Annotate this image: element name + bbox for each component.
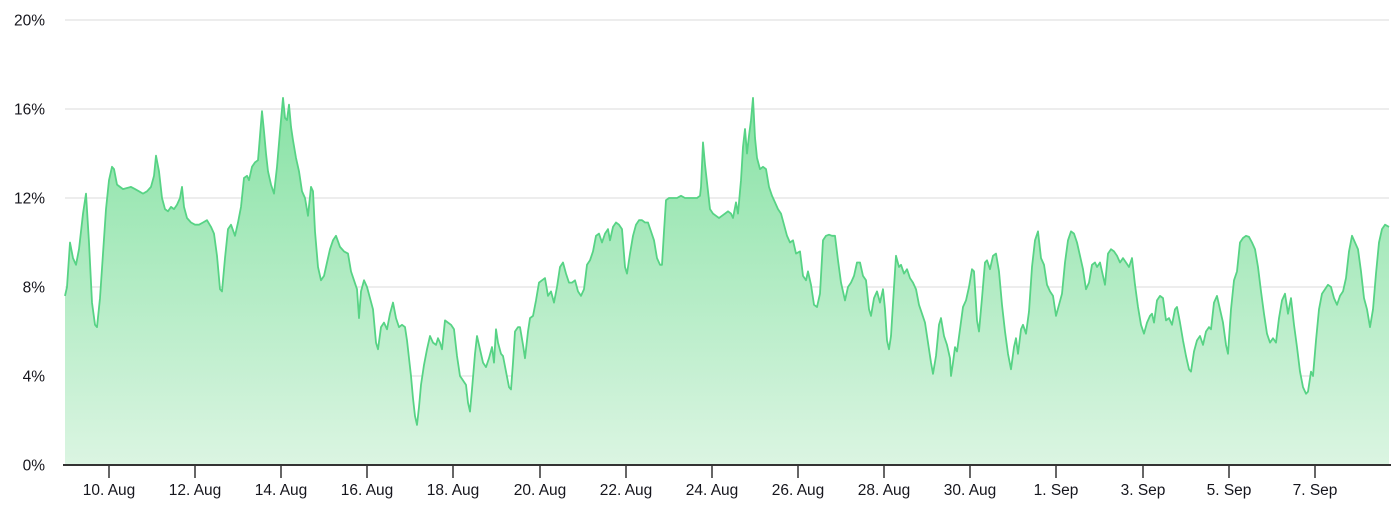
y-axis-label: 20% [14, 13, 45, 30]
x-axis-label: 28. Aug [858, 482, 911, 499]
x-axis-label: 24. Aug [686, 482, 739, 499]
x-axis-label: 10. Aug [83, 482, 136, 499]
y-axis-label: 8% [23, 280, 46, 297]
x-axis-label: 26. Aug [772, 482, 825, 499]
y-axis-label: 0% [23, 458, 46, 475]
x-axis-label: 1. Sep [1034, 482, 1079, 499]
x-axis-label: 14. Aug [255, 482, 308, 499]
x-axis-label: 18. Aug [427, 482, 480, 499]
x-axis-label: 30. Aug [944, 482, 997, 499]
x-axis-label: 22. Aug [600, 482, 653, 499]
x-axis-label: 20. Aug [514, 482, 567, 499]
y-axis-label: 16% [14, 102, 45, 119]
x-axis-label: 3. Sep [1121, 482, 1166, 499]
y-axis-label: 12% [14, 191, 45, 208]
x-axis-label: 5. Sep [1207, 482, 1252, 499]
x-axis-label: 16. Aug [341, 482, 394, 499]
area-fill[interactable] [65, 97, 1389, 466]
x-axis-label: 12. Aug [169, 482, 222, 499]
x-axis-label: 7. Sep [1293, 482, 1338, 499]
y-axis-label: 4% [23, 369, 46, 386]
area-line [64, 97, 1390, 426]
